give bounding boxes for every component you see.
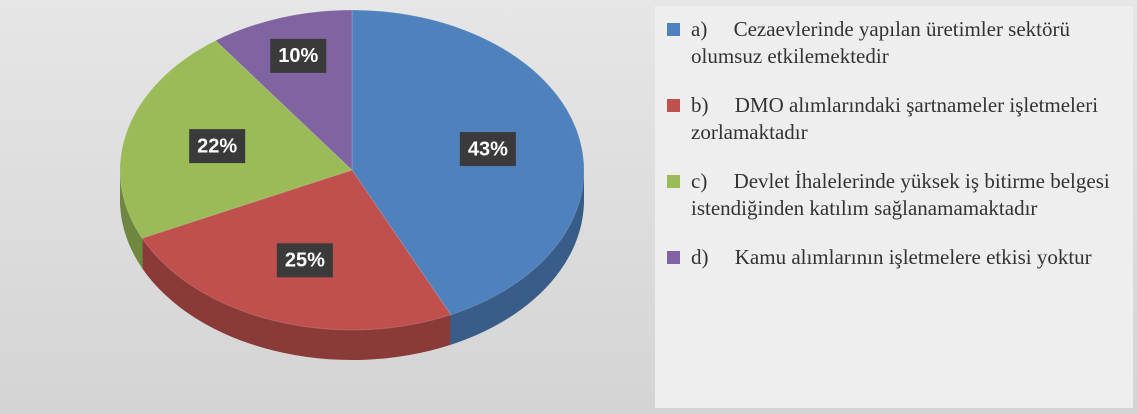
data-label-box	[189, 129, 246, 164]
data-label: 10%	[278, 45, 318, 67]
legend-label: c) Devlet İhalelerinde yüksek iş bitirme…	[691, 169, 1115, 220]
legend-swatch	[667, 251, 680, 264]
legend-item: a) Cezaevlerinde yapılan üretimler sektö…	[667, 16, 1125, 70]
data-label-box	[276, 243, 333, 278]
data-label-box	[459, 132, 516, 167]
legend-item: b) DMO alımlarındaki şartnameler işletme…	[667, 92, 1125, 146]
legend-label: a) Cezaevlerinde yapılan üretimler sektö…	[691, 17, 1076, 68]
data-label-box	[270, 38, 327, 73]
data-label: 43%	[468, 138, 508, 160]
legend-swatch	[667, 175, 680, 188]
legend-swatch	[667, 23, 680, 36]
legend-item: d) Kamu alımlarının işletmelere etkisi y…	[667, 244, 1125, 271]
legend: a) Cezaevlerinde yapılan üretimler sektö…	[655, 6, 1133, 408]
data-label: 25%	[285, 250, 325, 272]
legend-label: b) DMO alımlarındaki şartnameler işletme…	[691, 93, 1104, 144]
legend-swatch	[667, 99, 680, 112]
legend-item: c) Devlet İhalelerinde yüksek iş bitirme…	[667, 168, 1125, 222]
legend-label: d) Kamu alımlarının işletmelere etkisi y…	[691, 245, 1092, 269]
data-label: 22%	[197, 135, 237, 157]
pie-area: 43% 25% 22% 10%	[119, 9, 585, 360]
